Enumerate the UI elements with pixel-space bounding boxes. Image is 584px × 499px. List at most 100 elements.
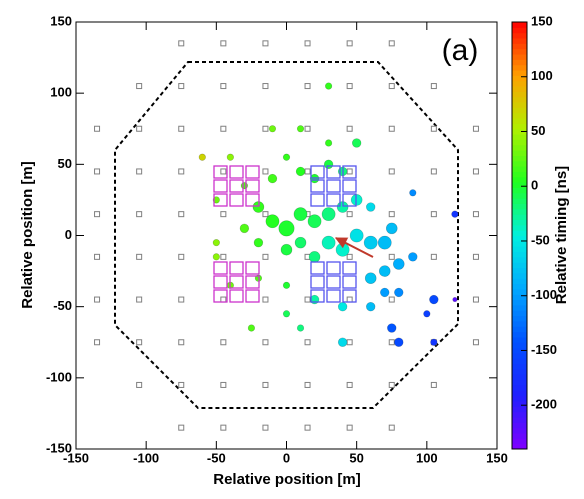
x-tick-label: 50 [349,450,363,465]
colorbar-segment [512,272,527,279]
colorbar-segment [512,54,527,60]
detector [262,339,269,346]
colorbar-segment [512,368,527,375]
colorbar-segment [512,112,527,119]
detector [430,381,437,388]
detector [178,83,185,90]
hit-detector [366,301,376,312]
colorbar-segment [512,22,527,28]
station-box [213,165,228,179]
colorbar-segment [512,262,527,269]
colorbar-segment [512,86,527,92]
y-tick-label: 0 [65,227,72,242]
colorbar-segment [512,422,527,429]
detector [472,168,479,175]
detector [94,296,101,303]
colorbar-segment [512,315,527,322]
detector [220,125,227,132]
x-tick-label: -50 [207,450,226,465]
detector [262,296,269,303]
station-box [245,179,260,193]
colorbar-segment [512,192,527,199]
station-box [342,261,357,275]
colorbar-segment [512,134,527,140]
detector [262,40,269,47]
colorbar-segment [512,278,527,285]
colorbar-segment [512,256,527,263]
hit-detector [253,237,264,248]
station-box [326,193,341,207]
hit-detector [364,272,377,285]
colorbar-tick-label: 150 [531,13,553,28]
colorbar-segment [512,251,527,258]
station-box [229,193,244,207]
colorbar-tick-label: -200 [531,397,557,412]
y-axis-label: Relative position [m] [19,161,36,309]
colorbar-tick-label: -150 [531,342,557,357]
hit-detector [377,235,392,250]
hit-detector [308,251,321,263]
detector [472,253,479,260]
detector [346,168,353,175]
colorbar-label: Relative timing [ns] [553,166,570,304]
detector [472,211,479,218]
detector [262,211,269,218]
colorbar-segment [512,320,527,327]
hit-detector [351,138,362,148]
hit-detector [267,173,278,184]
highlight-boxes [213,165,357,303]
detector [262,381,269,388]
colorbar-segment [512,336,527,343]
detector [220,296,227,303]
colorbar-segment [512,80,527,87]
hit-detector [392,258,405,270]
detector [304,168,311,175]
station-box [326,165,341,179]
colorbar-segment [512,363,527,370]
detector [136,168,143,175]
colorbar-segment [512,91,527,98]
colorbar-segment [512,96,527,103]
hit-detector [282,310,291,318]
colorbar-segment [512,432,527,439]
hit-detector [452,297,458,303]
detector [178,424,185,431]
hit-detector [378,265,391,277]
colorbar-segment [512,219,527,226]
station-box [229,261,244,275]
detector [346,253,353,260]
colorbar-segment [512,411,527,418]
hit-detector [212,253,220,261]
station-box [245,193,260,207]
hit-detector [198,153,206,161]
detector [136,125,143,132]
colorbar-segment [512,384,527,391]
station-box [310,193,325,207]
station-box [229,179,244,193]
colorbar-segment [512,230,527,236]
hit-detector [349,228,364,243]
detector [178,381,185,388]
colorbar-segment [512,347,527,354]
colorbar-segment [512,75,527,82]
hit-detector [337,301,348,312]
colorbar-segment [512,208,527,215]
colorbar-segment [512,235,527,242]
y-tick-label: 50 [58,156,72,171]
detector [346,125,353,132]
hit-detector [321,235,336,250]
hit-detector [282,281,291,289]
detector [346,40,353,47]
hit-detector [247,324,256,332]
hit-detector [350,194,363,206]
colorbar-segment [512,374,527,381]
colorbar-segment [512,224,527,231]
detector [304,125,311,132]
hit-detector [240,182,248,190]
detector [430,211,437,218]
detector [304,381,311,388]
hit-detector [323,159,334,170]
detector [388,424,395,431]
station-box [229,289,244,303]
colorbar-segment [512,203,527,210]
